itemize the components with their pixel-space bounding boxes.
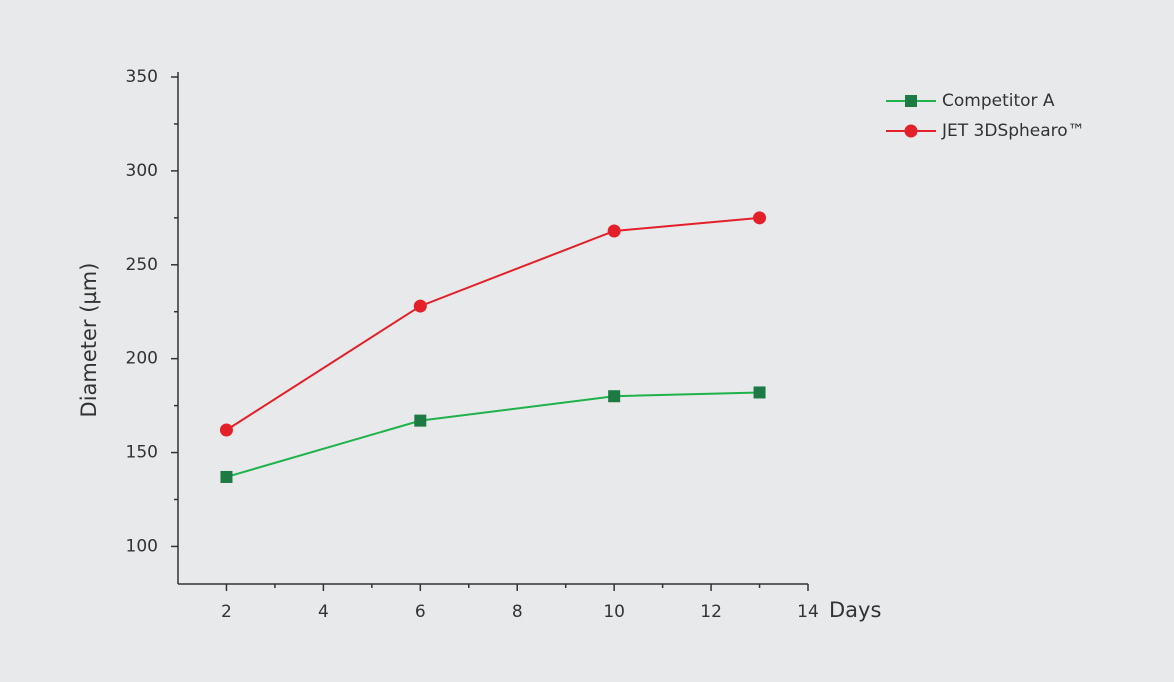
data-point	[413, 299, 427, 313]
data-point	[753, 211, 767, 225]
data-point	[220, 470, 233, 483]
series-line	[226, 391, 760, 478]
x-tick-label: 6	[415, 602, 426, 622]
y-tick-label: 250	[126, 255, 158, 275]
y-tick-label: 150	[126, 443, 158, 463]
x-tick-label: 14	[797, 602, 819, 622]
data-point	[753, 386, 766, 399]
data-point	[607, 224, 621, 238]
x-tick-label: 2	[221, 602, 232, 622]
legend-marker	[905, 95, 917, 107]
x-tick-label: 8	[512, 602, 523, 622]
legend-label: JET 3DSphearo™	[941, 121, 1085, 141]
x-tick-label: 4	[318, 602, 329, 622]
y-tick-label: 200	[126, 349, 158, 369]
y-tick-label: 300	[126, 161, 158, 181]
data-point	[414, 414, 427, 427]
x-axis-label: Days	[829, 598, 881, 622]
legend-marker	[904, 124, 918, 138]
y-tick-label: 350	[126, 67, 158, 87]
x-tick-label: 12	[700, 602, 722, 622]
y-axis-label: Diameter (µm)	[77, 263, 101, 418]
y-tick-label: 100	[126, 536, 158, 556]
data-point	[219, 423, 233, 437]
series-line	[225, 216, 760, 431]
data-point	[608, 390, 621, 403]
x-tick-label: 10	[603, 602, 625, 622]
legend-label: Competitor A	[942, 91, 1055, 111]
